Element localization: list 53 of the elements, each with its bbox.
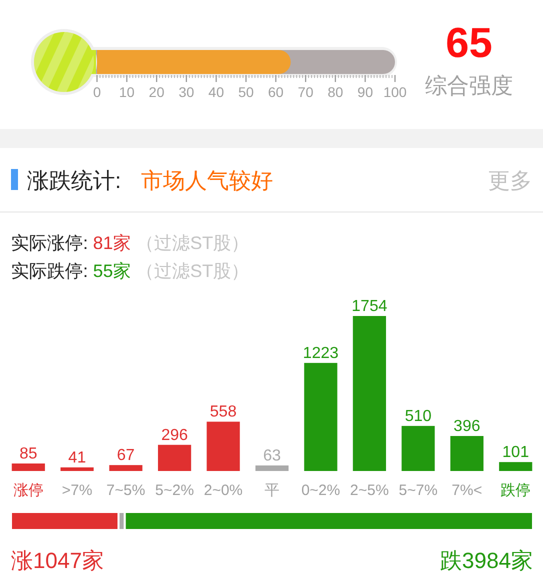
- data-label: 101: [502, 444, 530, 462]
- data-label: 1754: [352, 298, 388, 315]
- bar: [499, 462, 532, 471]
- x-tick-label: 0: [93, 84, 102, 100]
- bar: [12, 463, 45, 471]
- data-label: 296: [161, 426, 188, 444]
- x-tick-label: 7~5%: [106, 482, 146, 499]
- bar: [158, 444, 192, 471]
- text: 更多: [488, 168, 532, 193]
- data-label: 63: [263, 447, 281, 464]
- data-label: 41: [68, 449, 86, 466]
- data-label: 85: [19, 445, 38, 462]
- data-label: 396: [454, 418, 480, 436]
- x-tick-label: 30: [178, 84, 194, 100]
- x-tick-label: 平: [264, 482, 280, 499]
- data-label: 67: [116, 447, 135, 464]
- x-tick-label: 10: [119, 84, 135, 100]
- x-tick-label: 涨停: [13, 482, 44, 499]
- text: 综合强度: [425, 73, 513, 98]
- bar: [450, 436, 484, 471]
- x-tick-label: 2~0%: [204, 482, 243, 499]
- x-tick-label: 80: [328, 84, 344, 100]
- x-tick-label: 50: [238, 84, 254, 100]
- chart-subtitle: 市场人气较好: [141, 168, 273, 193]
- data-label: 510: [404, 408, 432, 425]
- x-tick-label: 60: [268, 84, 284, 100]
- x-tick-label: 5~2%: [155, 482, 194, 499]
- bar: [255, 465, 289, 471]
- x-tick-label: >7%: [62, 482, 92, 499]
- x-tick-label: 20: [148, 84, 165, 100]
- data-label: 65: [446, 19, 492, 66]
- bar: [352, 316, 386, 471]
- x-tick-label: 100: [383, 84, 407, 100]
- text: 实际跌停: 55家 （过滤ST股）: [11, 261, 250, 281]
- bar: [206, 422, 240, 471]
- text: 实际涨停: 81家 （过滤ST股）: [11, 233, 250, 253]
- x-tick-label: 0~2%: [301, 482, 340, 499]
- bar: [304, 362, 338, 471]
- x-tick-label: 2~5%: [350, 482, 389, 499]
- x-tick-label: 90: [357, 84, 374, 100]
- x-tick-label: 5~7%: [398, 482, 438, 499]
- text: 涨1047家: [11, 548, 104, 573]
- x-tick-label: 7%<: [452, 482, 482, 499]
- x-tick-label: 40: [208, 84, 224, 100]
- text: 跌3984家: [440, 548, 533, 573]
- bar: [402, 426, 435, 471]
- x-tick-label: 跌停: [500, 482, 531, 499]
- data-label: 558: [210, 404, 237, 421]
- bar: [109, 465, 142, 471]
- x-tick-label: 70: [298, 84, 314, 100]
- chart-title: 涨跌统计:: [27, 168, 122, 193]
- bar: [60, 467, 94, 471]
- data-label: 1223: [302, 344, 339, 362]
